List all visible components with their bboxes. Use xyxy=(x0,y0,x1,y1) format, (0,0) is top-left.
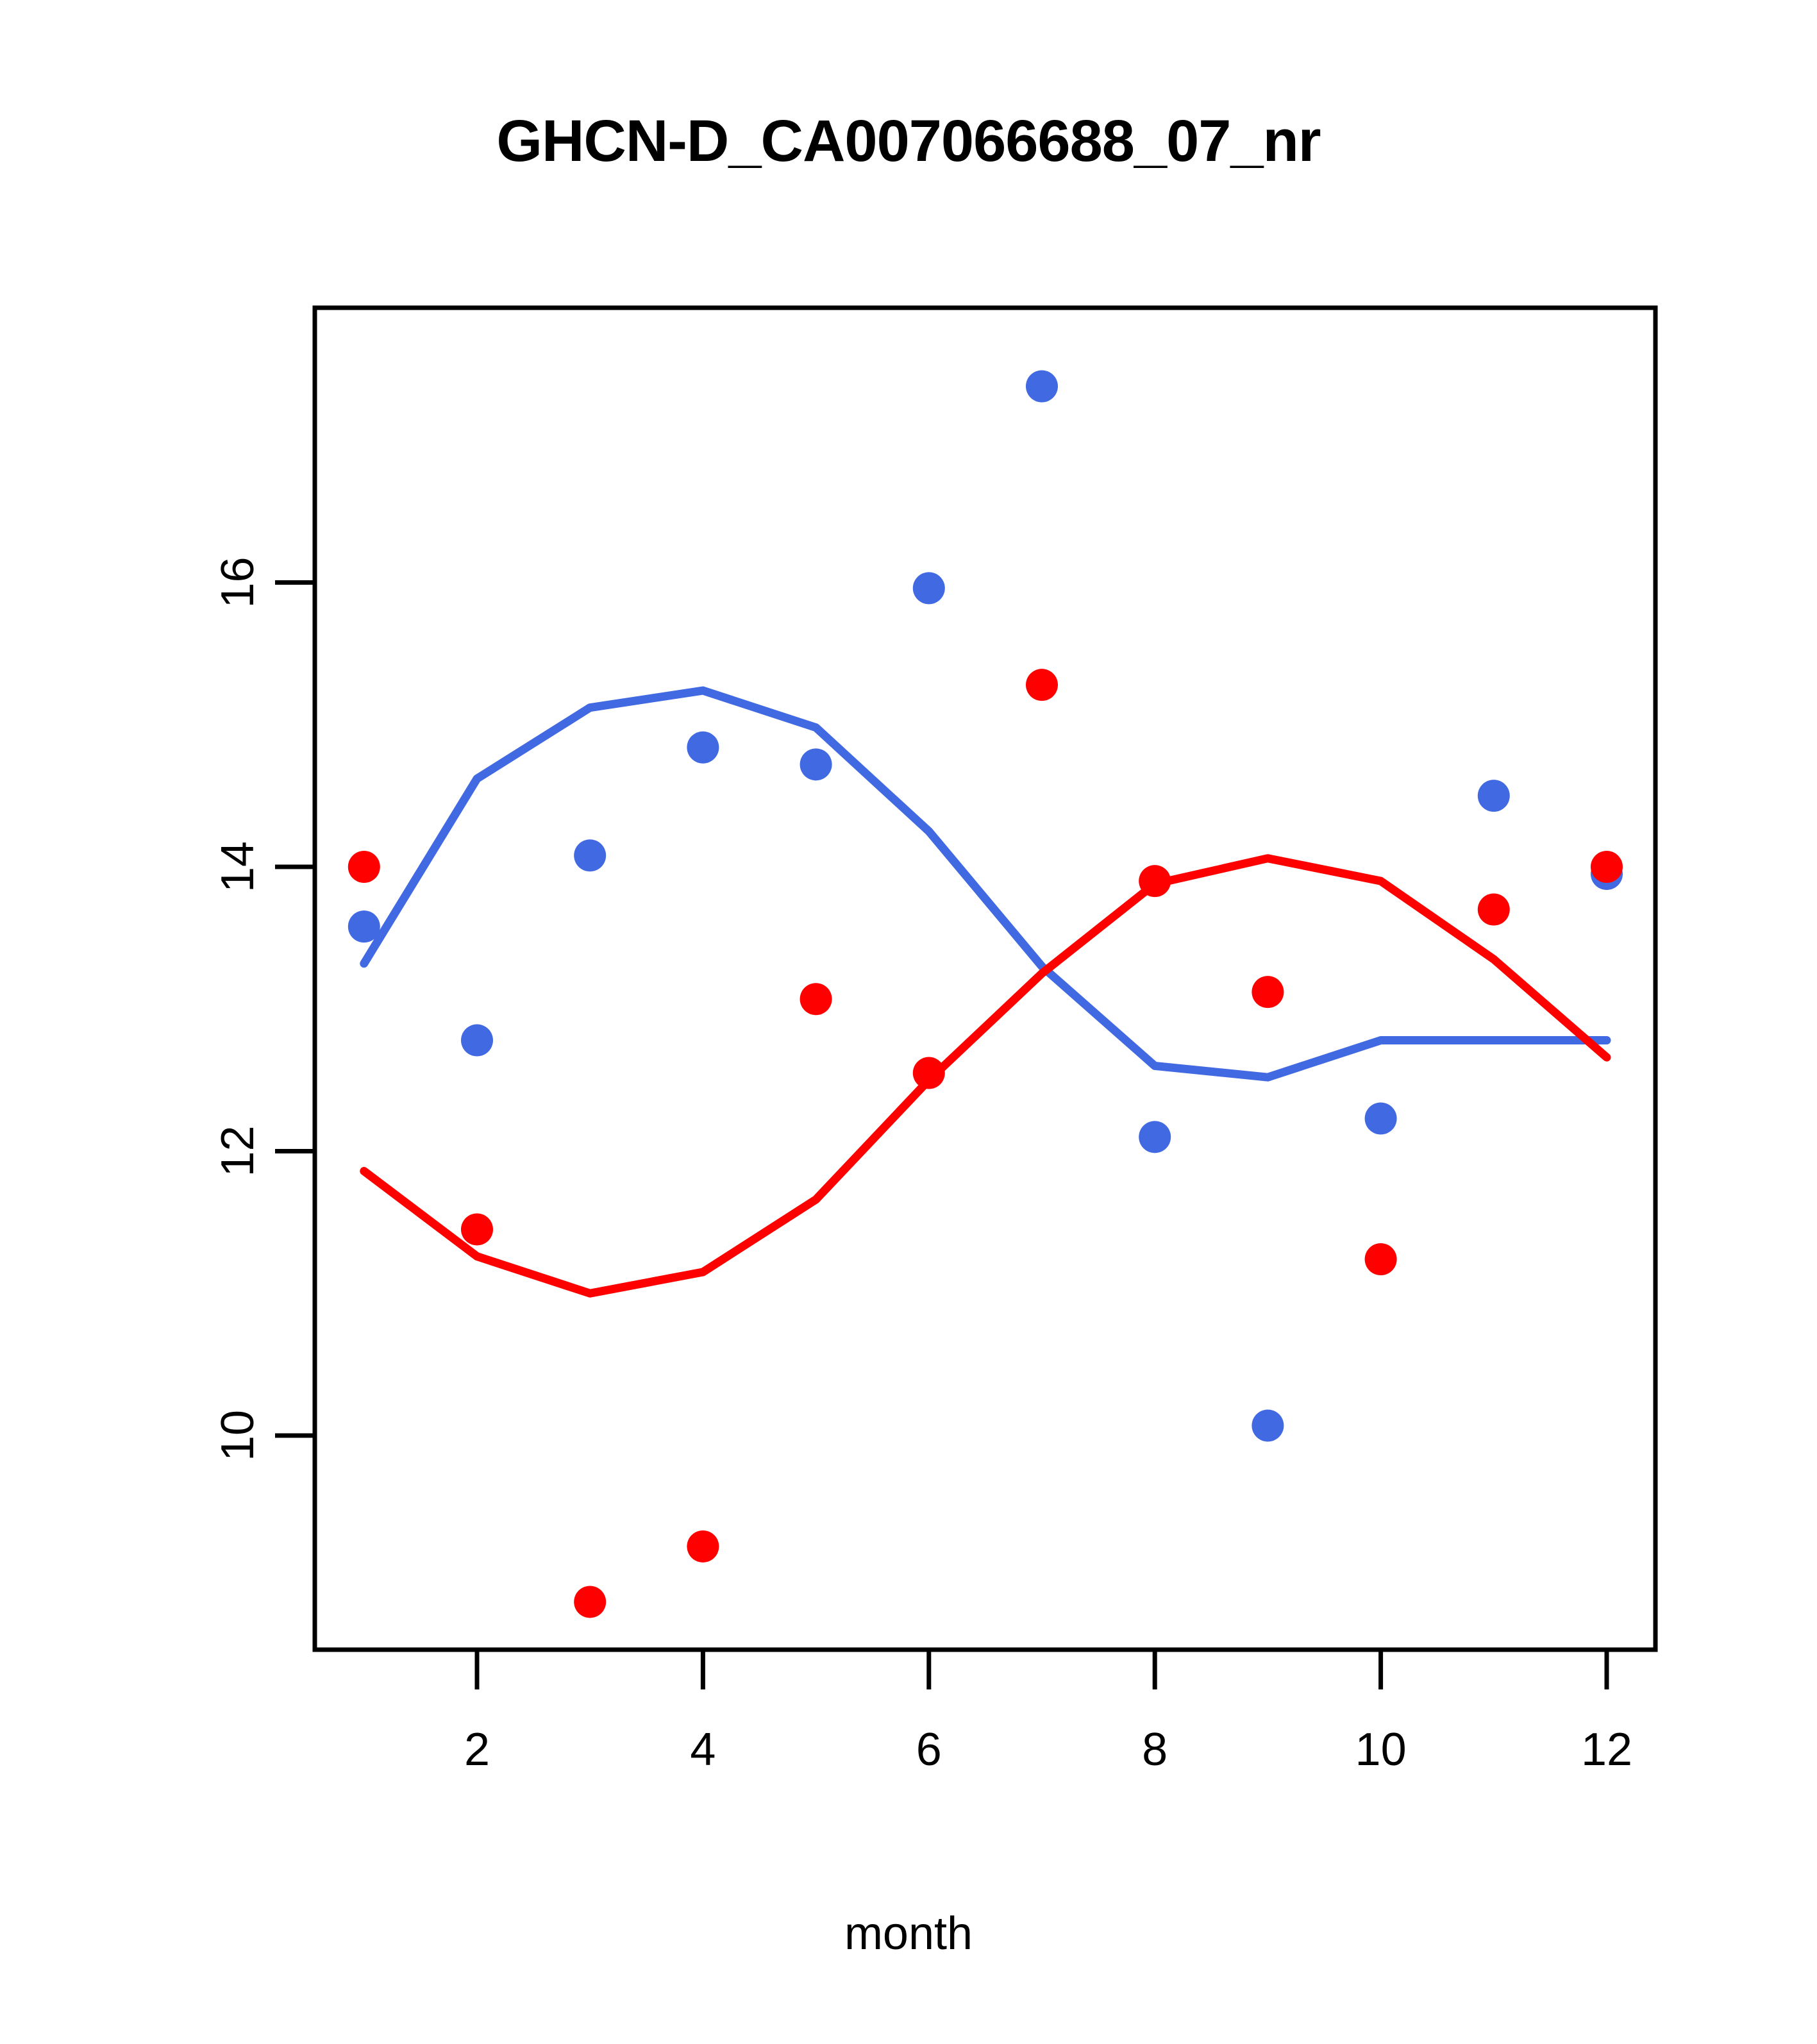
data-point-blue-points xyxy=(574,839,607,872)
series-line-blue-smooth xyxy=(360,686,1611,1082)
series-points xyxy=(347,370,1623,1618)
data-point-red-points xyxy=(461,1213,493,1246)
data-point-red-points xyxy=(1252,976,1284,1009)
tick-labels: 2 4 6 8 10 12 10 12 14 16 xyxy=(212,557,1632,1775)
data-point-red-points xyxy=(1139,865,1171,898)
series-line-red-smooth xyxy=(360,854,1611,1298)
y-tick-label: 16 xyxy=(212,557,264,608)
data-point-blue-points xyxy=(1364,1102,1397,1135)
y-tick-label: 12 xyxy=(212,1125,264,1177)
data-point-blue-points xyxy=(687,731,719,764)
data-point-red-points xyxy=(1026,669,1058,701)
data-point-red-points xyxy=(687,1530,719,1562)
x-tick-label: 8 xyxy=(1142,1724,1168,1775)
data-point-red-points xyxy=(1477,893,1510,926)
data-point-blue-points xyxy=(461,1024,493,1057)
data-point-blue-points xyxy=(1026,370,1058,403)
series-lines xyxy=(360,686,1611,1298)
data-point-red-points xyxy=(574,1586,607,1618)
data-point-red-points xyxy=(800,983,832,1016)
data-point-red-points xyxy=(347,851,380,883)
data-point-blue-points xyxy=(1252,1409,1284,1442)
data-point-blue-points xyxy=(912,572,945,605)
data-point-red-points xyxy=(912,1057,945,1089)
data-point-blue-points xyxy=(1139,1121,1171,1153)
x-tick-label: 2 xyxy=(464,1724,490,1775)
data-point-red-points xyxy=(1364,1243,1397,1276)
x-tick-label: 10 xyxy=(1355,1724,1407,1775)
data-point-blue-points xyxy=(1477,780,1510,812)
x-axis-label: month xyxy=(844,1908,973,1959)
data-point-red-points xyxy=(1591,851,1623,883)
x-tick-label: 12 xyxy=(1581,1724,1632,1775)
plot-frame xyxy=(312,305,1658,1652)
y-tick-label: 10 xyxy=(212,1410,264,1461)
axis-ticks xyxy=(275,580,1609,1689)
data-point-blue-points xyxy=(800,748,832,781)
x-tick-label: 6 xyxy=(916,1724,942,1775)
x-tick-label: 4 xyxy=(690,1724,716,1775)
y-tick-label: 14 xyxy=(212,841,264,892)
data-point-blue-points xyxy=(347,910,380,943)
chart-title: GHCN-D_CA007066688_07_nr xyxy=(496,108,1321,174)
plot-border xyxy=(312,305,1658,1652)
